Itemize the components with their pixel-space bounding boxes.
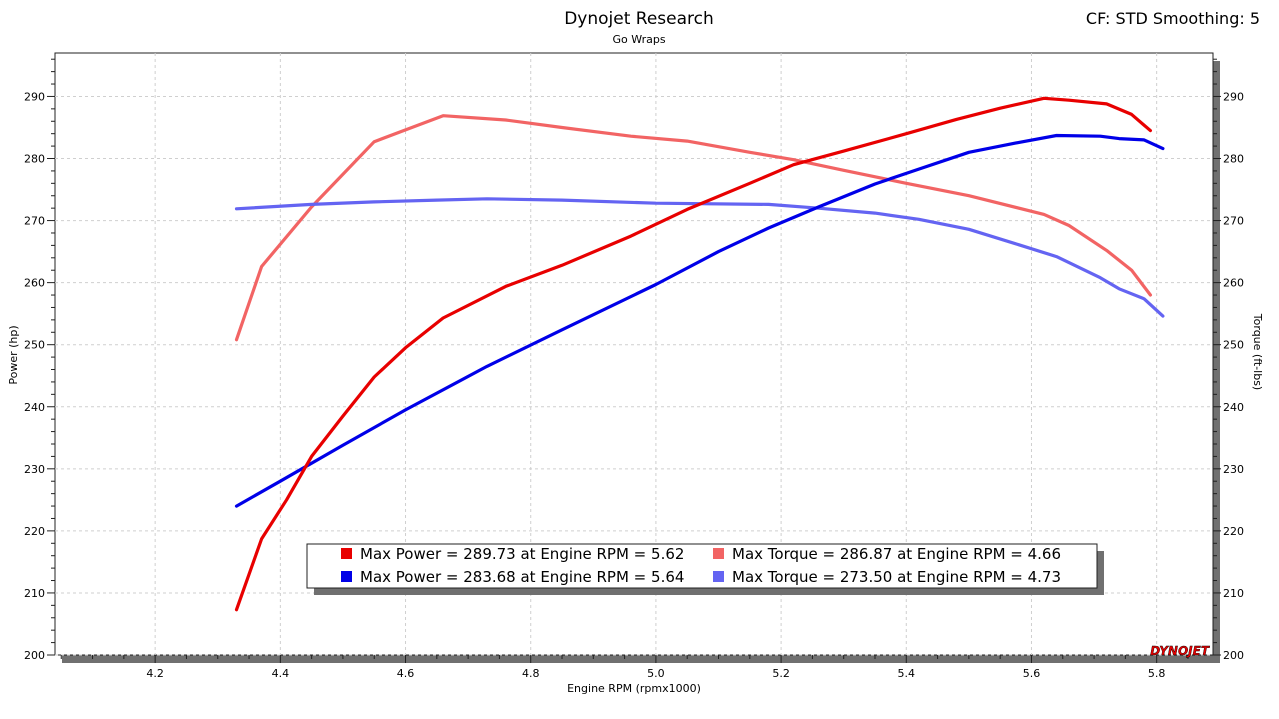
- series-line-2: [234, 114, 1153, 342]
- x-tick-label: 5.4: [898, 667, 916, 680]
- x-axis-title: Engine RPM (rpmx1000): [567, 682, 701, 695]
- x-tick-label: 5.2: [772, 667, 790, 680]
- legend-box: [306, 543, 1098, 589]
- legend-label-0: Max Power = 289.73 at Engine RPM = 5.62: [360, 545, 684, 563]
- y-left-tick-label: 210: [24, 587, 45, 600]
- correction-factor-label: CF: STD Smoothing: 5: [1086, 9, 1260, 28]
- series-line-1: [234, 133, 1165, 508]
- y-left-tick-label: 270: [24, 215, 45, 228]
- series-line-3: [234, 197, 1165, 318]
- legend: Max Power = 289.73 at Engine RPM = 5.62 M…: [341, 545, 1061, 586]
- y-left-tick-label: 240: [24, 401, 45, 414]
- y-right-tick-label: 260: [1223, 277, 1244, 290]
- chart-subtitle: Go Wraps: [612, 33, 665, 46]
- y-left-tick-label: 200: [24, 649, 45, 662]
- legend-label-2: Max Torque = 286.87 at Engine RPM = 4.66: [732, 545, 1061, 563]
- y-left-tick-label: 290: [24, 90, 45, 103]
- axis-ticks: [47, 58, 1221, 663]
- y-right-tick-label: 210: [1223, 587, 1244, 600]
- tick-labels: 4.2 4.4 4.6 4.8 5.0 5.2 5.4 5.6 5.8 200 200 210 210 2…: [24, 90, 1244, 680]
- legend-swatch-0: [341, 548, 352, 559]
- x-tick-label: 4.4: [272, 667, 290, 680]
- y-right-tick-label: 220: [1223, 525, 1244, 538]
- y-right-tick-label: 250: [1223, 339, 1244, 352]
- x-tick-label: 5.0: [647, 667, 665, 680]
- y-right-tick-label: 240: [1223, 401, 1244, 414]
- x-tick-label: 5.8: [1148, 667, 1166, 680]
- legend-swatch-3: [713, 571, 724, 582]
- y-axis-left-title: Power (hp): [7, 325, 20, 384]
- y-left-tick-label: 220: [24, 525, 45, 538]
- series-line-0: [234, 96, 1153, 612]
- legend-swatch-2: [713, 548, 724, 559]
- x-tick-label: 5.6: [1023, 667, 1041, 680]
- x-tick-label: 4.2: [146, 667, 164, 680]
- legend-label-1: Max Power = 283.68 at Engine RPM = 5.64: [360, 568, 684, 586]
- x-tick-label: 4.6: [397, 667, 415, 680]
- y-left-tick-label: 230: [24, 463, 45, 476]
- legend-swatch-1: [341, 571, 352, 582]
- legend-label-3: Max Torque = 273.50 at Engine RPM = 4.73: [732, 568, 1061, 586]
- y-right-tick-label: 290: [1223, 90, 1244, 103]
- y-right-tick-label: 230: [1223, 463, 1244, 476]
- y-right-tick-label: 200: [1223, 649, 1244, 662]
- y-right-tick-label: 280: [1223, 153, 1244, 166]
- y-axis-right-title: Torque (ft-lbs): [1251, 313, 1264, 390]
- grid-lines: [55, 53, 1213, 656]
- dynojet-logo: DYNOJET: [1150, 644, 1210, 658]
- chart-title: Dynojet Research: [564, 9, 714, 29]
- x-tick-label: 4.8: [522, 667, 540, 680]
- series-lines: [234, 96, 1165, 612]
- y-left-tick-label: 260: [24, 277, 45, 290]
- y-left-tick-label: 250: [24, 339, 45, 352]
- y-right-tick-label: 270: [1223, 215, 1244, 228]
- y-left-tick-label: 280: [24, 153, 45, 166]
